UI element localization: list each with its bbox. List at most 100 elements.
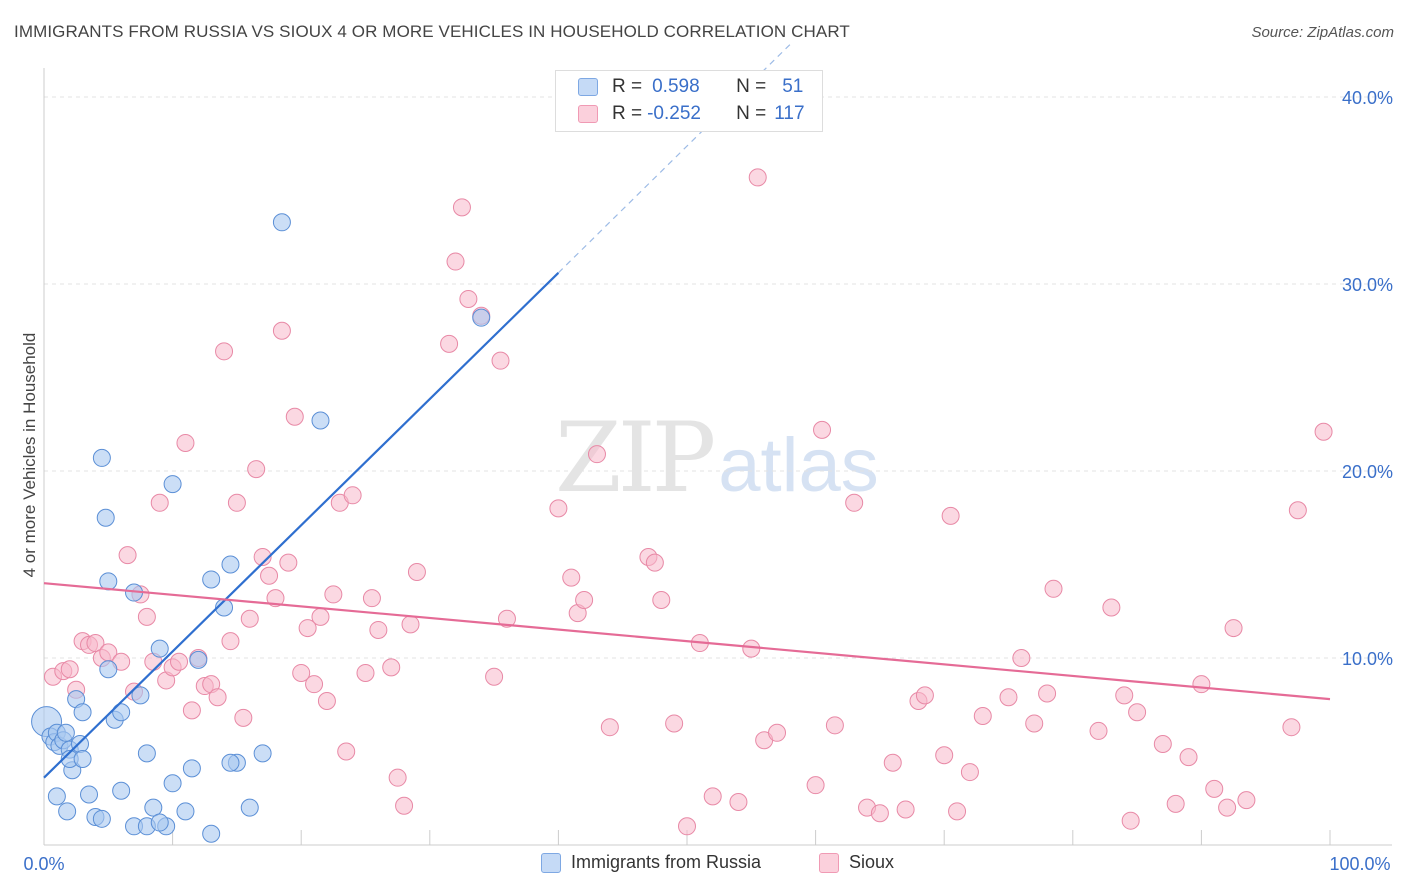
sioux-point bbox=[870, 804, 889, 823]
sioux-point bbox=[729, 792, 748, 811]
russia-trend-line bbox=[43, 271, 560, 779]
sioux-point bbox=[941, 506, 960, 525]
russia-point bbox=[56, 723, 75, 742]
axes bbox=[43, 68, 1392, 846]
sioux-point bbox=[382, 658, 401, 677]
correlation-legend: R = 0.598 N = 51 R = -0.252 N = 117 bbox=[555, 70, 823, 132]
sioux-point bbox=[362, 589, 381, 608]
sioux-point bbox=[1115, 686, 1134, 705]
sioux-point bbox=[221, 632, 240, 651]
sioux-point bbox=[247, 460, 266, 479]
watermark-atlas: atlas bbox=[718, 423, 879, 508]
russia-point bbox=[92, 448, 111, 467]
russia-point bbox=[189, 650, 208, 669]
sioux-point bbox=[1038, 684, 1057, 703]
sioux-point bbox=[407, 562, 426, 581]
legend-row-russia: R = 0.598 N = 51 bbox=[578, 75, 803, 99]
legend-r-value: 0.598 bbox=[652, 76, 700, 97]
sioux-point bbox=[1121, 811, 1140, 830]
y-tick-label: 40.0% bbox=[1342, 88, 1393, 108]
russia-point bbox=[73, 749, 92, 768]
sioux-point bbox=[973, 706, 992, 725]
russia-point bbox=[144, 798, 163, 817]
sioux-point bbox=[208, 688, 227, 707]
sioux-point bbox=[137, 607, 156, 626]
legend-n-value: 51 bbox=[782, 76, 804, 97]
legend-row-sioux: R = -0.252 N = 117 bbox=[578, 102, 805, 126]
x-tick-label: 0.0% bbox=[23, 854, 64, 874]
sioux-point bbox=[575, 591, 594, 610]
gridlines bbox=[44, 96, 1392, 659]
sioux-point bbox=[1205, 779, 1224, 798]
sioux-point bbox=[883, 753, 902, 772]
russia-point bbox=[182, 759, 201, 778]
y-tick-label: 10.0% bbox=[1342, 649, 1393, 669]
russia-point bbox=[472, 308, 491, 327]
russia-point bbox=[202, 824, 221, 843]
sioux-point bbox=[240, 609, 259, 628]
russia-point bbox=[221, 555, 240, 574]
sioux-point bbox=[1224, 619, 1243, 638]
sioux-point bbox=[652, 591, 671, 610]
sioux-point bbox=[182, 701, 201, 720]
sioux-point bbox=[748, 168, 767, 187]
sioux-point bbox=[1166, 794, 1185, 813]
russia-point bbox=[150, 813, 169, 832]
russia-point bbox=[311, 411, 330, 430]
sioux-point bbox=[1044, 579, 1063, 598]
chart-title: IMMIGRANTS FROM RUSSIA VS SIOUX 4 OR MOR… bbox=[14, 22, 850, 41]
russia-point bbox=[202, 570, 221, 589]
legend-n-value: 117 bbox=[774, 103, 805, 124]
sioux-point bbox=[170, 652, 189, 671]
sioux-point bbox=[587, 445, 606, 464]
sioux-point bbox=[1192, 675, 1211, 694]
sioux-point bbox=[446, 252, 465, 271]
sioux-point bbox=[305, 675, 324, 694]
russia-point bbox=[272, 213, 291, 232]
legend-r-value: -0.252 bbox=[647, 103, 701, 124]
sioux-point bbox=[227, 493, 246, 512]
russia-point bbox=[150, 639, 169, 658]
sioux-point bbox=[272, 321, 291, 340]
sioux-point bbox=[703, 787, 722, 806]
sioux-point bbox=[1012, 649, 1031, 667]
sioux-point bbox=[665, 714, 684, 733]
legend-n-label: N = bbox=[736, 103, 767, 124]
sioux-point bbox=[1179, 748, 1198, 767]
legend-swatch-sioux bbox=[578, 105, 598, 123]
russia-point bbox=[99, 572, 118, 591]
sioux-point bbox=[1218, 798, 1237, 817]
sioux-point bbox=[452, 198, 471, 217]
sioux-point bbox=[324, 585, 343, 604]
series-legend-russia: Immigrants from Russia bbox=[541, 852, 761, 873]
sioux-point bbox=[600, 718, 619, 737]
sioux-point bbox=[915, 686, 934, 705]
legend-r-label: R = bbox=[612, 76, 643, 97]
sioux-point bbox=[343, 486, 362, 505]
sioux-point bbox=[806, 776, 825, 795]
sioux-point bbox=[845, 493, 864, 512]
sioux-point bbox=[645, 553, 664, 572]
series-swatch-russia bbox=[541, 852, 561, 873]
tick-labels: 10.0% 20.0% 30.0% 40.0% 0.0% 100.0% bbox=[23, 88, 1393, 874]
sioux-point bbox=[1237, 791, 1256, 810]
sioux-point bbox=[896, 800, 915, 819]
sioux-points bbox=[44, 168, 1333, 836]
sioux-point bbox=[935, 746, 954, 765]
sioux-point bbox=[459, 289, 478, 308]
sioux-point bbox=[742, 639, 761, 658]
sioux-point bbox=[440, 334, 459, 353]
sioux-point bbox=[1102, 598, 1121, 617]
russia-point bbox=[176, 802, 195, 821]
series-legend-sioux: Sioux bbox=[819, 852, 894, 873]
russia-point bbox=[92, 809, 111, 828]
sioux-point bbox=[86, 634, 105, 653]
sioux-point bbox=[813, 420, 832, 439]
sioux-point bbox=[562, 568, 581, 587]
sioux-point bbox=[356, 663, 375, 682]
russia-point bbox=[112, 781, 131, 800]
sioux-point bbox=[150, 493, 169, 512]
sioux-trend-line bbox=[43, 582, 1331, 701]
sioux-point bbox=[948, 802, 967, 821]
